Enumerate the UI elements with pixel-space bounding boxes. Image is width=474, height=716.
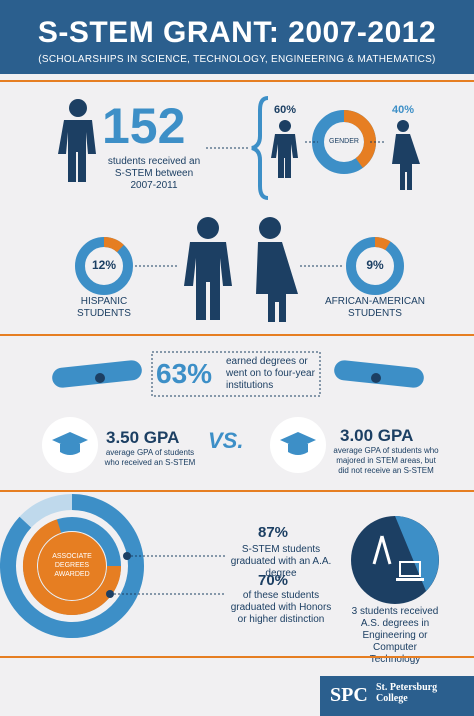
associate-degrees-donut-chart [0,494,144,638]
gender-label: GENDER [329,138,359,145]
divider-bottom [0,656,474,658]
logo-name: St. Petersburg College [376,682,438,704]
honors-percent: 70% [258,572,289,589]
spc-logo: SPC St. Petersburg College [320,676,474,716]
graduation-cap-left-icon [42,417,98,473]
honors-caption: of these students graduated with Honors … [230,590,332,625]
students-caption: students received an S-STEM between 2007… [107,156,201,191]
page-subtitle: (SCHOLARSHIPS IN SCIENCE, TECHNOLOGY, EN… [38,54,436,65]
diploma-right-icon [334,360,424,388]
male-student-large-icon [184,217,232,320]
page-title: S-STEM GRANT: 2007-2012 [37,16,437,49]
associate-label: ASSOCIATE DEGREES AWARDED [52,553,92,578]
other-gpa-caption: average GPA of students who majored in S… [333,446,439,475]
stem-gpa-value: 3.50 GPA [106,428,180,447]
stem-gpa-caption: average GPA of students who received an … [104,448,196,467]
header-banner [0,0,474,74]
logo-mark: SPC [330,684,368,706]
students-count: 152 [102,98,186,154]
hispanic-donut-chart [75,237,133,295]
aa-graduation-caption: S-STEM students graduated with an A.A. d… [230,544,332,579]
male-percent: 60% [274,104,297,116]
african-american-percent: 9% [366,258,384,272]
divider-lower [0,490,474,492]
engineering-caption: 3 students received A.S. degrees in Engi… [351,606,439,665]
female-gender-icon [392,120,420,190]
male-gender-icon [271,120,298,178]
other-gpa-value: 3.00 GPA [340,426,414,445]
african-american-donut-chart [346,237,404,295]
degrees-caption: earned degrees or went on to four-year i… [226,356,315,391]
hispanic-percent: 12% [91,258,117,272]
female-percent: 40% [392,104,415,116]
female-student-large-icon [256,217,298,322]
graduation-cap-right-icon [270,417,326,473]
engineering-computer-icon [351,516,439,604]
african-american-label: AFRICAN-AMERICAN STUDENTS [324,296,425,319]
divider-middle [0,334,474,336]
hispanic-label: HISPANIC STUDENTS [77,296,131,319]
divider-top [0,80,474,82]
male-student-icon [58,99,96,182]
diploma-left-icon [52,360,142,388]
degrees-box [151,351,321,397]
versus-label: VS. [208,428,244,453]
aa-graduation-percent: 87% [258,524,289,541]
degrees-percent: 63% [156,358,213,389]
